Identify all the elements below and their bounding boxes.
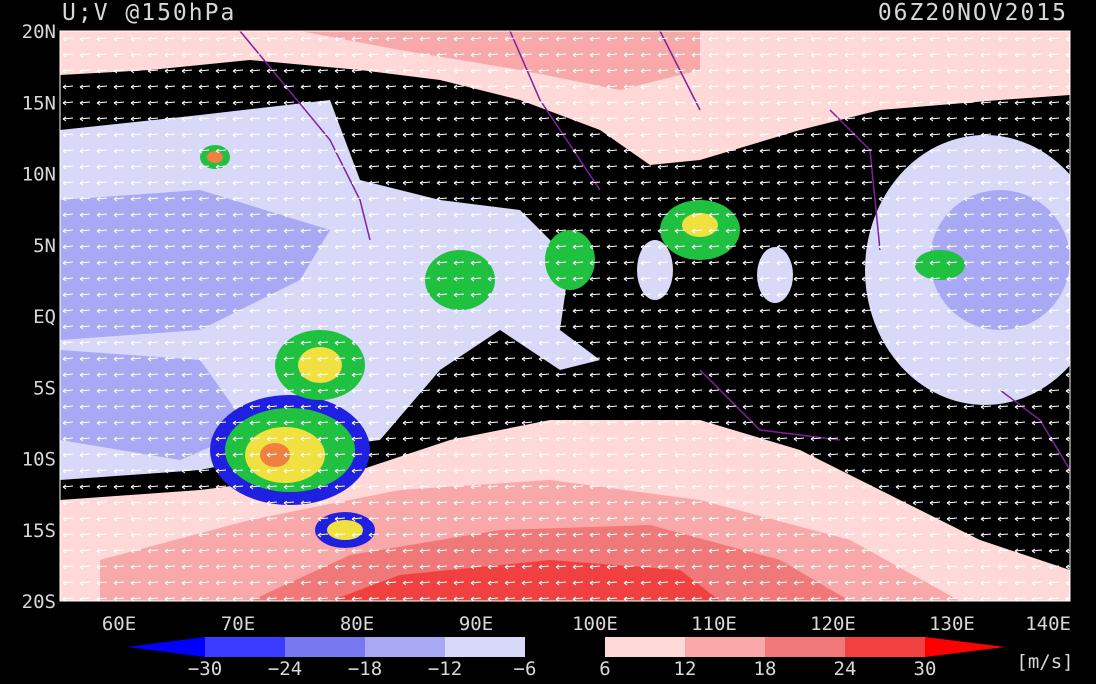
colorbar-label: 30 [914,658,937,680]
colorbar-label: 18 [754,658,777,680]
lat-label: 10N [22,164,56,186]
colorbar-label: 24 [834,658,857,680]
lon-label: 90E [459,613,493,635]
lat-label: 20N [22,21,56,43]
lon-label: 100E [572,613,618,635]
lat-label: EQ [33,306,56,328]
colorbar-label: −18 [348,658,382,680]
lat-label: 15S [22,520,56,542]
lon-label: 80E [340,613,374,635]
lon-label: 60E [102,613,136,635]
lat-label: 10S [22,449,56,471]
colorbar-label: −24 [268,658,302,680]
colorbar-label: 12 [674,658,697,680]
colorbar-label: −6 [514,658,537,680]
lon-label: 140E [1025,613,1071,635]
lon-label: 70E [221,613,255,635]
map-frame [59,30,1071,602]
map-time: 06Z20NOV2015 [878,0,1068,26]
colorbar-label: 6 [599,658,610,680]
colorbar-unit: [m/s] [1016,651,1073,673]
lon-label: 120E [810,613,856,635]
map-field [60,31,1070,601]
lat-label: 15N [22,92,56,114]
lon-label: 130E [929,613,975,635]
lat-label: 5S [33,377,56,399]
colorbar-label: −30 [188,658,222,680]
colorbar [127,637,1005,657]
lat-label: 5N [33,235,56,257]
lon-label: 110E [691,613,737,635]
map-title: U;V @150hPa [62,0,236,26]
lat-label: 20S [22,591,56,613]
colorbar-label: −12 [428,658,462,680]
